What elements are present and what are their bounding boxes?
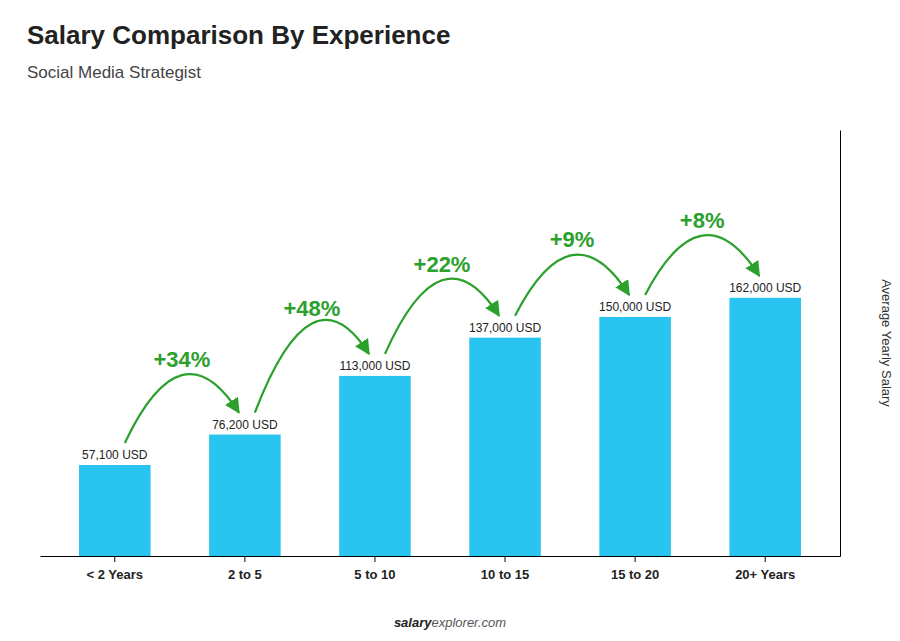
footer-part: explorer.com xyxy=(431,615,506,630)
change-arrow xyxy=(385,279,499,354)
change-label: +9% xyxy=(550,227,595,252)
bar xyxy=(209,435,281,556)
y-axis xyxy=(840,131,841,557)
x-tick-label: 2 to 5 xyxy=(228,567,262,582)
title: Salary Comparison By Experience xyxy=(27,20,450,50)
annotations: +34% +48% +22% +9% +8% xyxy=(125,208,759,443)
x-tick-label: 10 to 15 xyxy=(481,567,529,582)
x-axis-line xyxy=(41,556,841,557)
x-tick-mark xyxy=(635,556,636,562)
x-tick-label: 5 to 10 xyxy=(354,567,395,582)
bar xyxy=(599,317,671,556)
change-arrow xyxy=(515,255,629,316)
chart: Salary Comparison By Experience Social Me… xyxy=(0,0,900,641)
x-tick-mark xyxy=(114,556,115,562)
data-labels: 57,100 USD 76,200 USD 113,000 USD 137,000 U… xyxy=(82,281,801,462)
x-tick: 20+ Years xyxy=(735,556,795,582)
x-tick: 5 to 10 xyxy=(354,556,395,582)
data-label: 57,100 USD xyxy=(82,448,148,462)
bar xyxy=(339,376,411,556)
data-label: 113,000 USD xyxy=(339,359,410,373)
footer: salaryexplorer.com xyxy=(394,615,506,630)
data-label: 137,000 USD xyxy=(469,321,541,335)
y-axis-title: Average Yearly Salary xyxy=(879,279,894,407)
change-label: +8% xyxy=(680,208,725,233)
change-arrow xyxy=(255,320,369,413)
x-tick: 10 to 15 xyxy=(481,556,529,582)
bar xyxy=(469,338,541,556)
subtitle: Social Media Strategist xyxy=(27,63,201,82)
x-tick-label: 15 to 20 xyxy=(611,567,659,582)
data-label: 150,000 USD xyxy=(599,300,671,314)
change-arrow xyxy=(645,235,759,295)
x-tick-mark xyxy=(244,556,245,562)
x-tick-label: 20+ Years xyxy=(735,567,795,582)
x-tick: 15 to 20 xyxy=(611,556,659,582)
x-tick-mark xyxy=(765,556,766,562)
data-label: 76,200 USD xyxy=(212,418,278,432)
x-tick: < 2 Years xyxy=(87,556,144,582)
change-label: +34% xyxy=(153,347,210,372)
bar xyxy=(79,465,151,556)
x-tick-label: < 2 Years xyxy=(87,567,144,582)
footer-part: salary xyxy=(394,615,432,630)
x-tick: 2 to 5 xyxy=(228,556,262,582)
change-arrow xyxy=(125,374,239,443)
change-label: +48% xyxy=(283,296,340,321)
x-tick-mark xyxy=(505,556,506,562)
x-axis: < 2 Years 2 to 5 5 to 10 10 to 15 15 to 20 20… xyxy=(41,556,841,582)
bars xyxy=(79,298,801,556)
data-label: 162,000 USD xyxy=(729,281,801,295)
y-axis-line xyxy=(840,131,841,557)
change-label: +22% xyxy=(414,252,471,277)
bar xyxy=(729,298,801,556)
x-tick-mark xyxy=(374,556,375,562)
